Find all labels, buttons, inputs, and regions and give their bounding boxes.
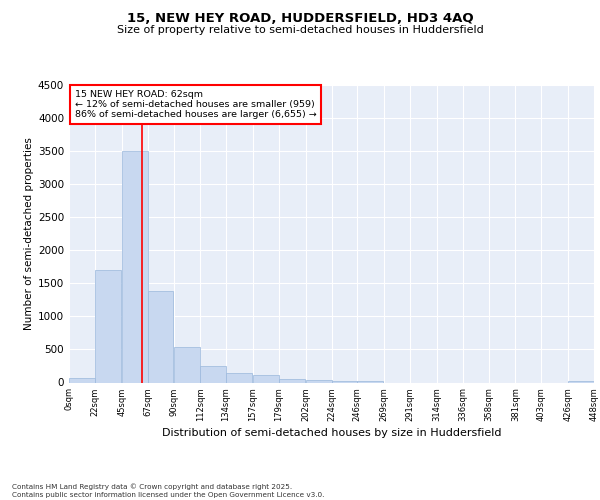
Bar: [306, 380, 331, 382]
Bar: [331, 380, 357, 382]
Bar: [148, 292, 173, 382]
Y-axis label: Number of semi-detached properties: Number of semi-detached properties: [24, 138, 34, 330]
Bar: [568, 380, 594, 382]
Bar: [95, 270, 121, 382]
Bar: [226, 373, 252, 382]
Text: 15, NEW HEY ROAD, HUDDERSFIELD, HD3 4AQ: 15, NEW HEY ROAD, HUDDERSFIELD, HD3 4AQ: [127, 12, 473, 26]
Bar: [357, 381, 383, 382]
Bar: [69, 378, 95, 382]
Text: Contains HM Land Registry data © Crown copyright and database right 2025.
Contai: Contains HM Land Registry data © Crown c…: [12, 484, 325, 498]
Bar: [175, 347, 200, 382]
Bar: [253, 375, 279, 382]
Bar: [122, 151, 148, 382]
Bar: [279, 378, 305, 382]
Bar: [200, 366, 226, 382]
Text: 15 NEW HEY ROAD: 62sqm
← 12% of semi-detached houses are smaller (959)
86% of se: 15 NEW HEY ROAD: 62sqm ← 12% of semi-det…: [75, 90, 317, 120]
Text: Size of property relative to semi-detached houses in Huddersfield: Size of property relative to semi-detach…: [116, 25, 484, 35]
X-axis label: Distribution of semi-detached houses by size in Huddersfield: Distribution of semi-detached houses by …: [162, 428, 501, 438]
